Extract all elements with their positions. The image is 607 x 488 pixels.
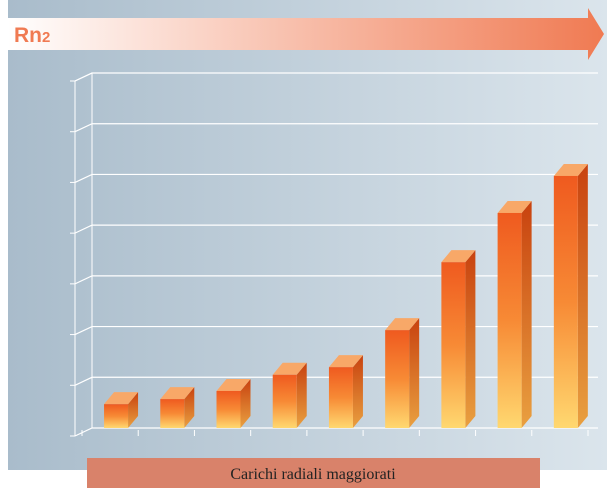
bar-top — [441, 250, 476, 263]
title-main: Rn — [14, 24, 42, 47]
bar — [553, 175, 578, 428]
bar-side — [521, 200, 532, 428]
bar-top — [216, 378, 251, 391]
footer: Carichi radiali maggiorati — [230, 466, 396, 483]
bar-top — [385, 318, 420, 331]
bar — [385, 330, 410, 428]
bar-top — [328, 355, 363, 368]
bar-side — [409, 318, 420, 428]
bar-side — [240, 378, 251, 428]
bar-top — [272, 362, 307, 375]
bar — [328, 367, 353, 428]
bar — [272, 374, 297, 428]
bar — [104, 404, 129, 428]
bar — [497, 212, 522, 428]
bar — [160, 399, 185, 428]
bar-side — [352, 355, 363, 428]
plot — [70, 72, 598, 437]
bar-side — [465, 250, 476, 428]
bar — [216, 390, 241, 428]
bar-side — [577, 163, 588, 428]
bar — [441, 262, 466, 428]
footer-box — [87, 458, 540, 488]
bar-top — [497, 200, 532, 213]
title: Rn2 — [14, 24, 50, 47]
bar-top — [104, 392, 139, 405]
bar-side — [128, 392, 139, 428]
title-sub: 2 — [42, 29, 50, 46]
bar-side — [296, 362, 307, 428]
bar-top — [160, 387, 195, 400]
banner — [8, 8, 604, 60]
bar-top — [553, 163, 588, 176]
bar-side — [184, 387, 195, 428]
